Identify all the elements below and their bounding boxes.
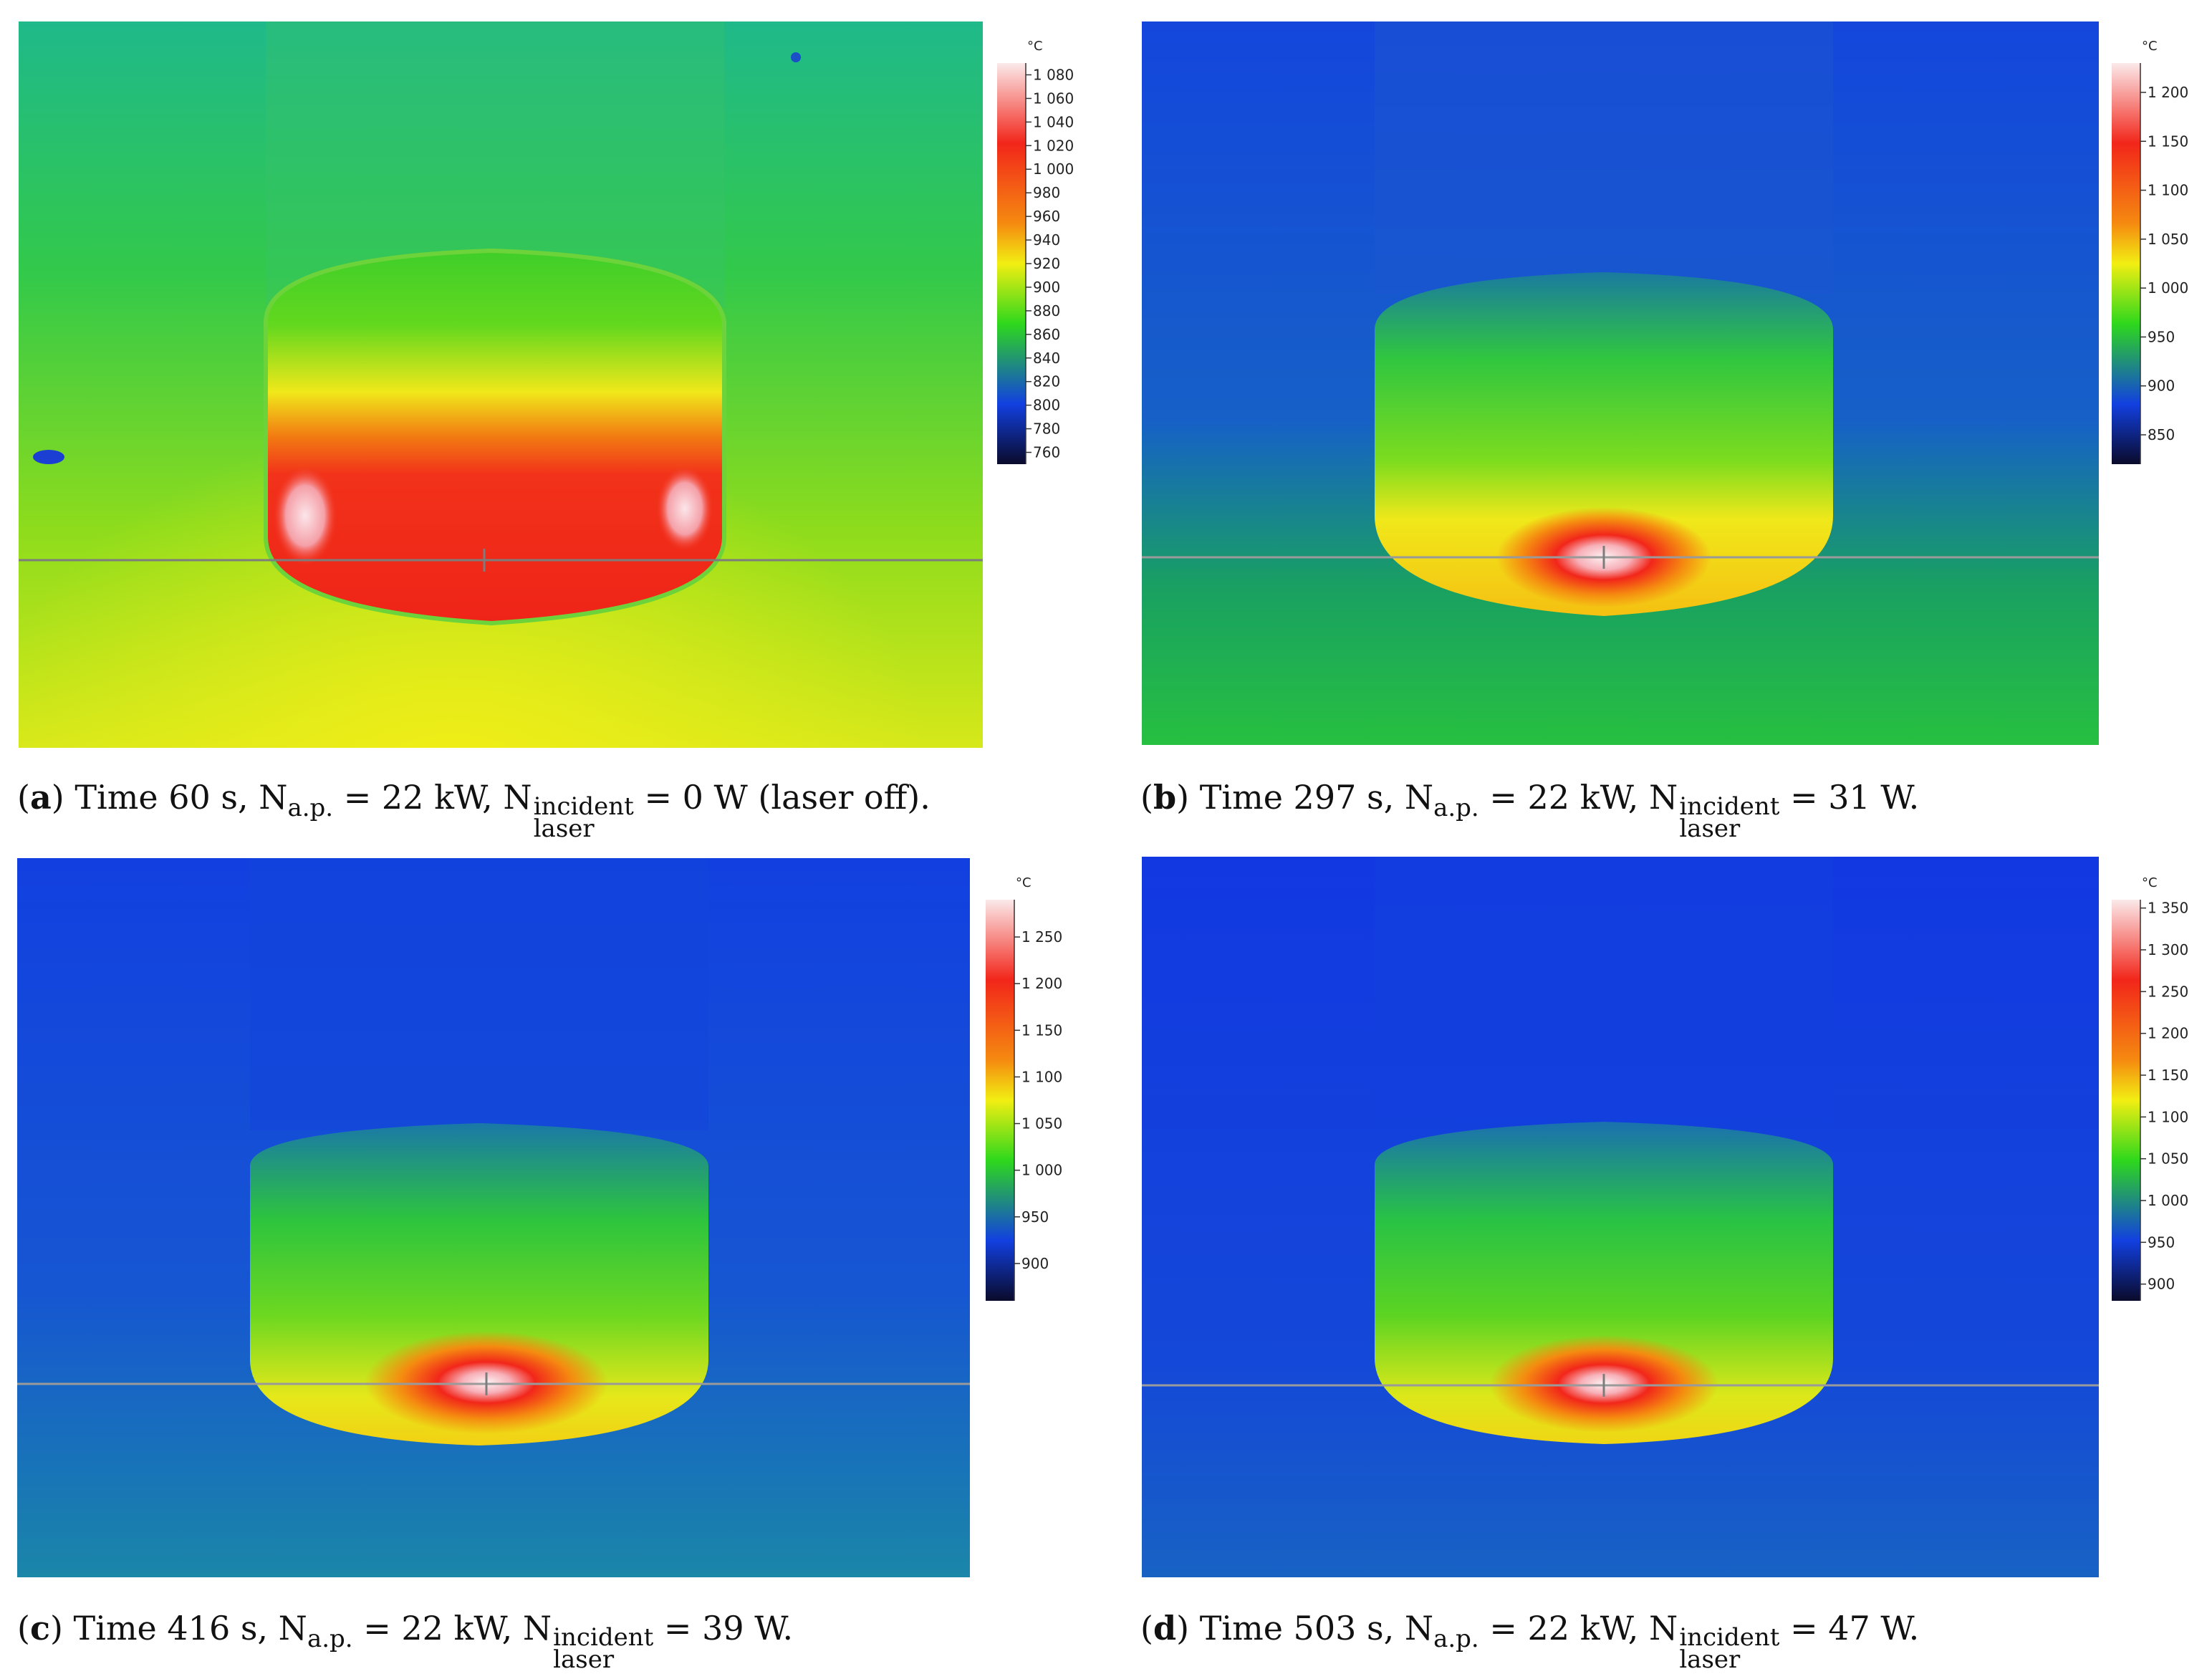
- panel-b: °C 1 200 1 150 1 100 1 050 1 000 950 900 850 (b)…: [1106, 0, 2212, 840]
- scale-tick-label: 980: [1033, 184, 1060, 201]
- scale-tick-label: 860: [1033, 326, 1060, 343]
- scale-tick-label: 1 350: [2148, 900, 2188, 917]
- scale-tick-label: 820: [1033, 373, 1060, 390]
- scale-tick-label: 1 100: [2148, 182, 2188, 199]
- scale-tick-label: 1 150: [2148, 133, 2188, 150]
- scale-tick-label: 950: [1021, 1208, 1049, 1226]
- scale-tick-label: 1 200: [2148, 1025, 2188, 1042]
- thermal-image-b: [1142, 21, 2099, 745]
- scale-tick-label: 900: [2148, 377, 2175, 395]
- scale-tick-label: 1 050: [1021, 1115, 1062, 1132]
- scale-tick-label: 1 080: [1033, 66, 1074, 83]
- scale-tick-label: 1 200: [2148, 84, 2188, 101]
- scale-tick-label: 960: [1033, 208, 1060, 225]
- scale-tick-label: 1 020: [1033, 137, 1074, 154]
- scale-tick-label: 1 100: [1021, 1068, 1062, 1085]
- scale-unit-label: °C: [1027, 39, 1043, 54]
- scale-tick-label: 1 060: [1033, 90, 1074, 107]
- scale-tick-label: 780: [1033, 420, 1060, 438]
- color-scale-d: °C 1 350 1 300 1 250 1 200 1 150 1 100 1 050 1 0…: [2112, 871, 2212, 1329]
- scale-tick-label: 1 200: [1021, 975, 1062, 992]
- scale-tick-label: 1 250: [2148, 983, 2188, 1000]
- panel-a: °C 1 080 1 060 1 040 1 020 1 000 980 960 940 920 9…: [0, 0, 1106, 840]
- color-scale-c: °C 1 250 1 200 1 150 1 100 1 050 1 000 950 900: [986, 871, 1093, 1329]
- scale-tick-label: 1 150: [2148, 1067, 2188, 1084]
- scale-unit-label: °C: [2142, 875, 2158, 890]
- scale-unit-label: °C: [2142, 39, 2158, 54]
- scale-tick-label: 1 300: [2148, 941, 2188, 958]
- scale-tick-label: 1 040: [1033, 113, 1074, 130]
- thermal-image-d: [1142, 857, 2099, 1577]
- thermal-image-a: [19, 21, 983, 748]
- scale-gradient-bar: [997, 63, 1026, 464]
- color-scale-b: °C 1 200 1 150 1 100 1 050 1 000 950 900 850: [2112, 34, 2212, 493]
- scale-tick-label: 1 150: [1021, 1021, 1062, 1039]
- scale-tick-label: 950: [2148, 1233, 2175, 1251]
- scale-tick-label: 1 000: [2148, 279, 2188, 297]
- scale-tick-label: 1 000: [1021, 1162, 1062, 1179]
- scale-tick-label: 900: [1033, 279, 1060, 296]
- scale-gradient-bar: [2112, 63, 2140, 464]
- panel-d: °C 1 350 1 300 1 250 1 200 1 150 1 100 1 050 1 0…: [1106, 831, 2212, 1671]
- scale-tick-label: 1 100: [2148, 1108, 2188, 1125]
- scale-tick-label: 840: [1033, 350, 1060, 367]
- scale-tick-label: 1 250: [1021, 928, 1062, 946]
- scale-tick-label: 940: [1033, 231, 1060, 249]
- scale-tick-label: 950: [2148, 328, 2175, 345]
- color-scale-a: °C 1 080 1 060 1 040 1 020 1 000 980 960 940 920 9…: [997, 34, 1105, 493]
- scale-tick-label: 1 050: [2148, 231, 2188, 248]
- scale-tick-label: 900: [1021, 1255, 1049, 1272]
- scale-tick-label: 760: [1033, 444, 1060, 461]
- scale-tick-label: 1 000: [1033, 160, 1074, 178]
- scale-tick-label: 1 050: [2148, 1150, 2188, 1168]
- scale-tick-label: 900: [2148, 1276, 2175, 1293]
- scale-tick-label: 920: [1033, 255, 1060, 272]
- scale-tick-label: 1 000: [2148, 1192, 2188, 1209]
- scale-unit-label: °C: [1016, 875, 1032, 890]
- scale-gradient-bar: [2112, 900, 2140, 1301]
- scale-gradient-bar: [986, 900, 1014, 1301]
- scale-tick-label: 880: [1033, 302, 1060, 319]
- thermal-image-c: [17, 858, 970, 1577]
- scale-tick-label: 800: [1033, 397, 1060, 414]
- scale-tick-label: 850: [2148, 426, 2175, 443]
- panel-c: °C 1 250 1 200 1 150 1 100 1 050 1 000 950 900 (…: [0, 831, 1106, 1671]
